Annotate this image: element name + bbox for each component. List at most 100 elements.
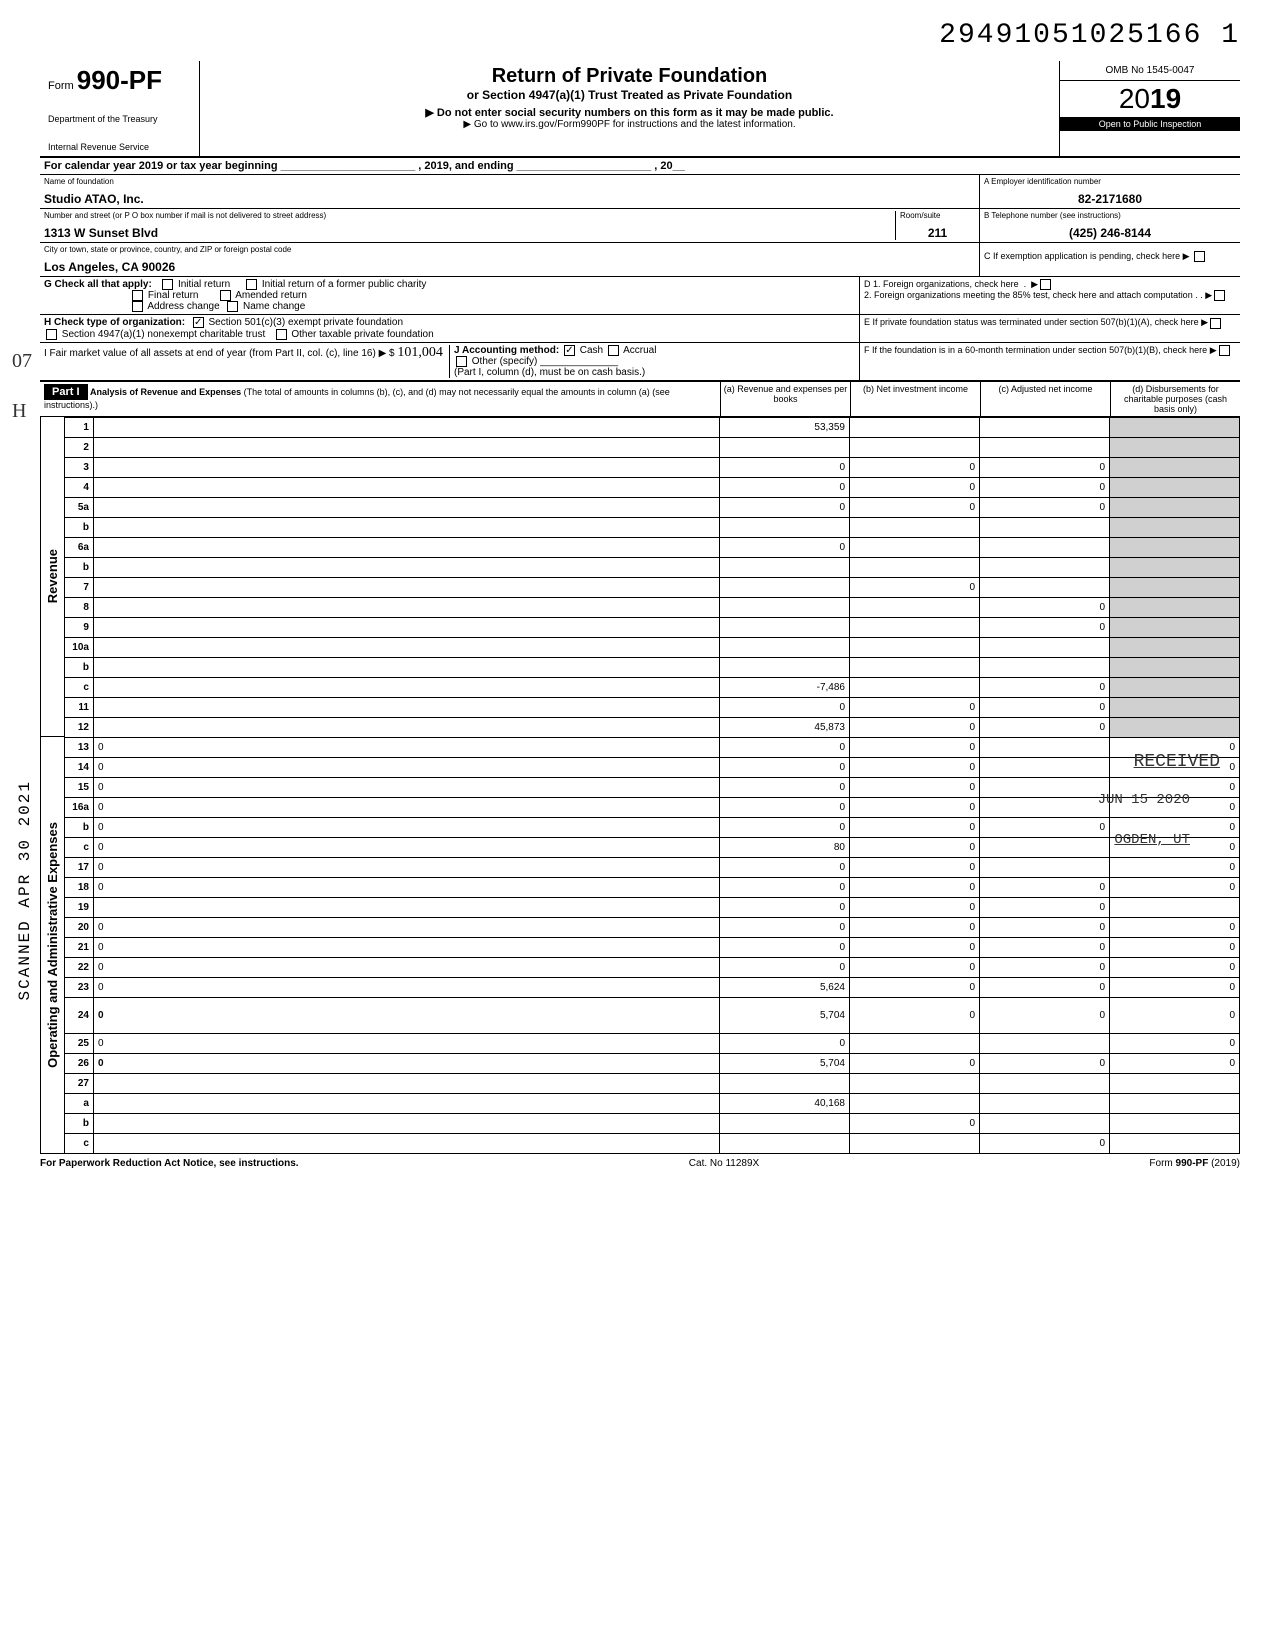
chk-other-tax[interactable] bbox=[276, 329, 287, 340]
chk-address[interactable] bbox=[132, 301, 143, 312]
table-row: 14 0 0 0 0 bbox=[65, 757, 1239, 777]
margin-mark-1: 07 bbox=[12, 350, 32, 373]
g-opt-1: Initial return of a former public charit… bbox=[262, 279, 427, 290]
chk-4947[interactable] bbox=[46, 329, 57, 340]
col-b-header: (b) Net investment income bbox=[850, 382, 980, 416]
chk-501c3[interactable]: ✓ bbox=[193, 317, 204, 328]
table-row: 8 0 bbox=[65, 597, 1239, 617]
h-opt-2: Other taxable private foundation bbox=[291, 329, 433, 340]
h-opt-0: Section 501(c)(3) exempt private foundat… bbox=[208, 318, 403, 329]
g-opt-4: Address change bbox=[147, 301, 219, 312]
margin-mark-2: H bbox=[12, 400, 26, 423]
form-prefix: Form bbox=[48, 80, 74, 92]
doc-number: 29491051025166 1 bbox=[40, 20, 1240, 51]
f-checkbox[interactable] bbox=[1219, 345, 1230, 356]
footer: For Paperwork Reduction Act Notice, see … bbox=[40, 1158, 1240, 1169]
c-checkbox[interactable] bbox=[1194, 251, 1205, 262]
table-row: 12 45,873 0 0 bbox=[65, 717, 1239, 737]
year-prefix: 20 bbox=[1119, 83, 1150, 114]
table-row: b 0 bbox=[65, 1113, 1239, 1133]
ogden-stamp: OGDEN, UT bbox=[1114, 832, 1190, 848]
jun-stamp: JUN 15 2020 bbox=[1098, 792, 1190, 808]
public-inspection: Open to Public Inspection bbox=[1060, 117, 1240, 131]
table-row: 19 0 0 0 bbox=[65, 897, 1239, 917]
chk-name[interactable] bbox=[227, 301, 238, 312]
table-row: 21 0 0 0 0 0 bbox=[65, 937, 1239, 957]
dept-1: Department of the Treasury bbox=[48, 114, 191, 124]
table-row: 16a 0 0 0 0 bbox=[65, 797, 1239, 817]
omb-number: OMB No 1545-0047 bbox=[1060, 61, 1240, 81]
i-value: 101,004 bbox=[397, 345, 443, 360]
chk-cash[interactable]: ✓ bbox=[564, 345, 575, 356]
ein-value: 82-2171680 bbox=[984, 186, 1236, 206]
lines-table: 1 53,359 2 3 0 0 0 4 0 0 0 5a 0 0 0 b bbox=[65, 417, 1240, 1154]
chk-final[interactable] bbox=[132, 290, 143, 301]
table-row: 1 53,359 bbox=[65, 417, 1239, 437]
expenses-side-label: Operating and Administrative Expenses bbox=[45, 822, 60, 1068]
table-row: 3 0 0 0 bbox=[65, 457, 1239, 477]
f-label: F If the foundation is in a 60-month ter… bbox=[864, 345, 1207, 355]
table-row: 15 0 0 0 0 bbox=[65, 777, 1239, 797]
table-row: 26 0 5,704 0 0 0 bbox=[65, 1053, 1239, 1073]
table-row: 9 0 bbox=[65, 617, 1239, 637]
j-opt-0: Cash bbox=[580, 345, 603, 356]
e-checkbox[interactable] bbox=[1210, 318, 1221, 329]
col-c-header: (c) Adjusted net income bbox=[980, 382, 1110, 416]
chk-other[interactable] bbox=[456, 356, 467, 367]
table-row: c -7,486 0 bbox=[65, 677, 1239, 697]
table-row: 27 bbox=[65, 1073, 1239, 1093]
table-row: b 0 0 0 0 0 bbox=[65, 817, 1239, 837]
g-label: G Check all that apply: bbox=[44, 279, 152, 290]
g-opt-5: Name change bbox=[243, 301, 305, 312]
d2-checkbox[interactable] bbox=[1214, 290, 1225, 301]
table-row: b bbox=[65, 557, 1239, 577]
table-row: 6a 0 bbox=[65, 537, 1239, 557]
title-sub1: or Section 4947(a)(1) Trust Treated as P… bbox=[208, 88, 1051, 102]
d2-label: 2. Foreign organizations meeting the 85%… bbox=[864, 290, 1193, 300]
table-row: a 40,168 bbox=[65, 1093, 1239, 1113]
part-1-label: Part I bbox=[44, 384, 88, 400]
col-a-header: (a) Revenue and expenses per books bbox=[720, 382, 850, 416]
footer-center: Cat. No 11289X bbox=[689, 1158, 759, 1169]
table-row: b bbox=[65, 517, 1239, 537]
d-label: D 1. Foreign organizations, check here bbox=[864, 279, 1019, 289]
foundation-name: Studio ATAO, Inc. bbox=[44, 186, 975, 206]
j-label: J Accounting method: bbox=[454, 345, 559, 356]
analysis-title: Analysis of Revenue and Expenses bbox=[90, 387, 241, 397]
footer-right: Form 990-PF (2019) bbox=[1149, 1158, 1240, 1169]
form-number: 990-PF bbox=[77, 65, 162, 95]
table-row: 11 0 0 0 bbox=[65, 697, 1239, 717]
scanned-stamp: SCANNED APR 30 2021 bbox=[16, 780, 34, 1000]
city-value: Los Angeles, CA 90026 bbox=[44, 254, 975, 274]
year-bold: 19 bbox=[1150, 83, 1181, 114]
g-opt-0: Initial return bbox=[178, 279, 230, 290]
g-opt-2: Final return bbox=[148, 290, 199, 301]
col-d-header: (d) Disbursements for charitable purpose… bbox=[1110, 382, 1240, 416]
addr-value: 1313 W Sunset Blvd bbox=[44, 220, 895, 240]
e-label: E If private foundation status was termi… bbox=[864, 317, 1199, 327]
form-header: Form 990-PF Department of the Treasury I… bbox=[40, 61, 1240, 158]
addr-label: Number and street (or P O box number if … bbox=[44, 211, 895, 220]
received-stamp: RECEIVED bbox=[1134, 752, 1220, 772]
table-row: 10a bbox=[65, 637, 1239, 657]
chk-accrual[interactable] bbox=[608, 345, 619, 356]
table-row: c 0 bbox=[65, 1133, 1239, 1153]
chk-amended[interactable] bbox=[220, 290, 231, 301]
d-checkbox[interactable] bbox=[1040, 279, 1051, 290]
j-note: (Part I, column (d), must be on cash bas… bbox=[454, 367, 645, 378]
table-row: 22 0 0 0 0 0 bbox=[65, 957, 1239, 977]
g-opt-3: Amended return bbox=[235, 290, 307, 301]
c-label: C If exemption application is pending, c… bbox=[984, 251, 1190, 261]
j-opt-2: Other (specify) bbox=[472, 356, 538, 367]
chk-initial[interactable] bbox=[162, 279, 173, 290]
name-label: Name of foundation bbox=[44, 177, 975, 186]
room-label: Room/suite bbox=[900, 211, 975, 220]
dept-2: Internal Revenue Service bbox=[48, 142, 191, 152]
j-opt-1: Accrual bbox=[623, 345, 656, 356]
table-row: 20 0 0 0 0 0 bbox=[65, 917, 1239, 937]
footer-formno: 990-PF bbox=[1176, 1158, 1209, 1169]
chk-initial-former[interactable] bbox=[246, 279, 257, 290]
table-row: 18 0 0 0 0 0 bbox=[65, 877, 1239, 897]
table-row: 5a 0 0 0 bbox=[65, 497, 1239, 517]
phone-value: (425) 246-8144 bbox=[984, 220, 1236, 240]
